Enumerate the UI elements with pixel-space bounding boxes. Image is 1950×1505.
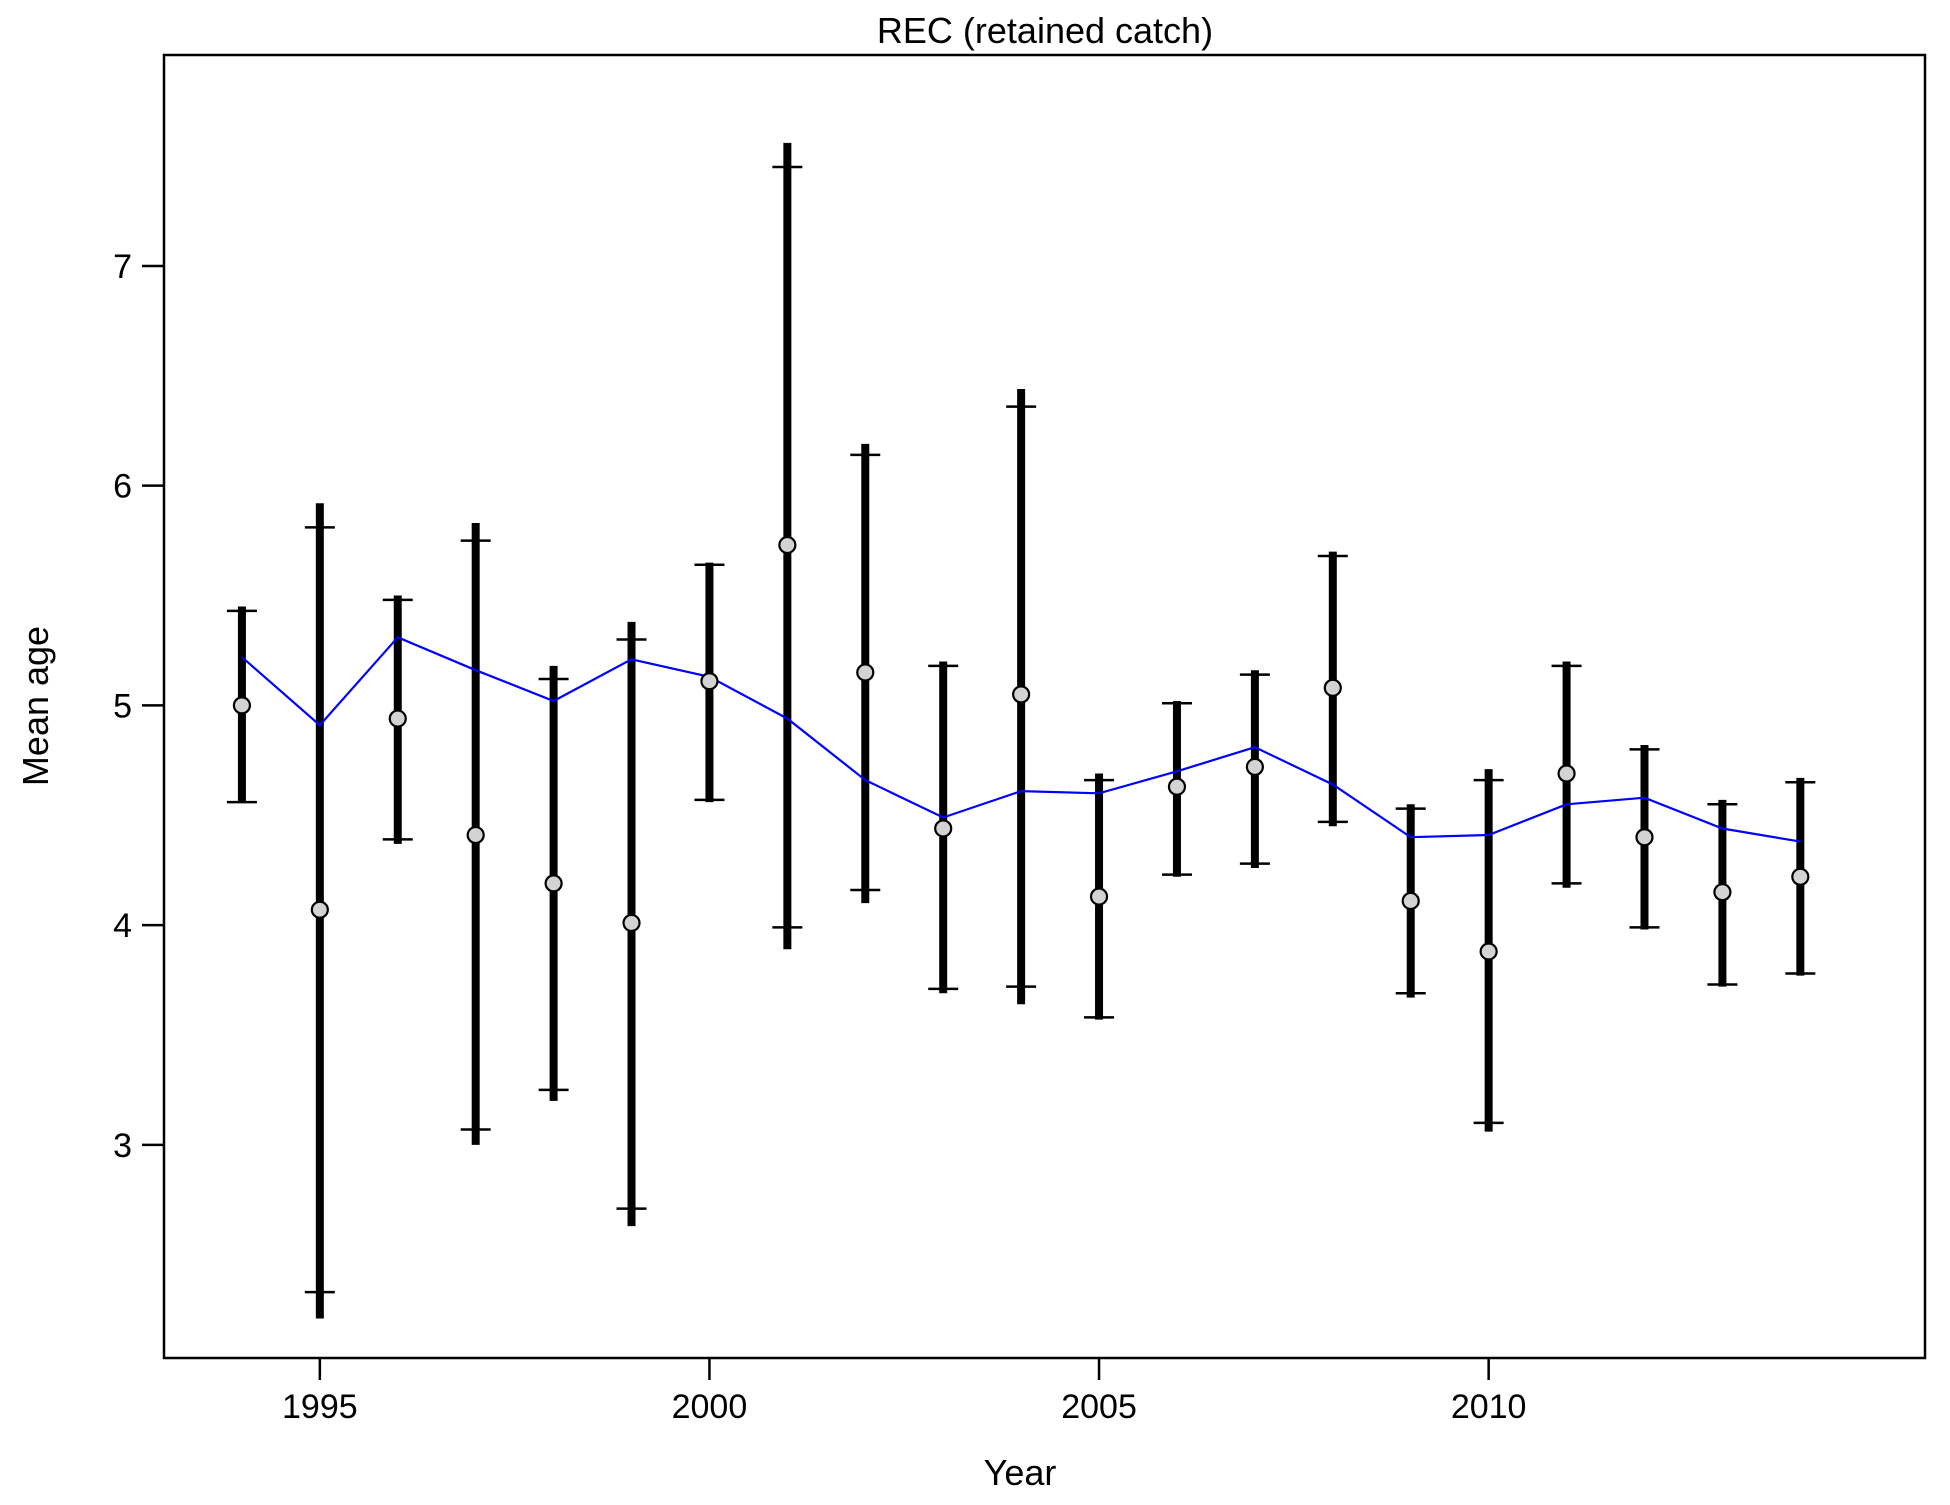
y-axis: 3 4 5 6 7 bbox=[113, 248, 164, 1165]
observed-point-2003 bbox=[934, 819, 953, 838]
x-tick-label-2000: 2000 bbox=[672, 1388, 748, 1426]
observed-point-2006 bbox=[1167, 777, 1187, 796]
y-tick-label-6: 6 bbox=[113, 468, 132, 506]
y-tick-label-3: 3 bbox=[113, 1127, 132, 1165]
error-bars bbox=[226, 142, 1816, 1319]
observed-point-1998 bbox=[544, 874, 563, 893]
expected-line-group bbox=[241, 635, 1801, 843]
observed-point-2010 bbox=[1479, 942, 1498, 961]
observed-point-2004 bbox=[1012, 685, 1031, 704]
x-tick-label-1995: 1995 bbox=[282, 1388, 358, 1426]
observed-point-2000 bbox=[700, 672, 719, 691]
observed-points bbox=[232, 535, 1810, 961]
chart-title: REC (retained catch) bbox=[877, 10, 1213, 51]
y-tick-label-5: 5 bbox=[113, 687, 132, 725]
x-tick-label-2005: 2005 bbox=[1061, 1388, 1137, 1426]
y-axis-label: Mean age bbox=[15, 626, 56, 786]
observed-point-2011 bbox=[1557, 764, 1576, 783]
x-axis: 1995 2000 2005 2010 bbox=[282, 1358, 1526, 1426]
observed-point-2009 bbox=[1401, 891, 1420, 911]
plot-frame bbox=[162, 53, 1927, 1360]
observed-point-2002 bbox=[856, 663, 875, 682]
observed-point-1996 bbox=[388, 709, 407, 728]
observed-point-2008 bbox=[1323, 678, 1342, 697]
x-axis-label: Year bbox=[984, 1452, 1057, 1493]
expected-line bbox=[241, 635, 1801, 843]
observed-point-2013 bbox=[1713, 883, 1732, 902]
y-tick-label-4: 4 bbox=[113, 907, 132, 945]
observed-point-1999 bbox=[622, 913, 641, 933]
observed-point-2007 bbox=[1245, 757, 1264, 777]
observed-point-2005 bbox=[1089, 887, 1109, 906]
observed-point-1995 bbox=[310, 900, 329, 919]
observed-point-2001 bbox=[778, 535, 797, 555]
observed-point-2012 bbox=[1635, 828, 1654, 847]
observed-point-2014 bbox=[1791, 867, 1810, 886]
y-tick-label-7: 7 bbox=[113, 248, 132, 286]
observed-point-1997 bbox=[466, 825, 485, 845]
observed-point-1994 bbox=[232, 696, 252, 715]
x-tick-label-2010: 2010 bbox=[1451, 1388, 1527, 1426]
